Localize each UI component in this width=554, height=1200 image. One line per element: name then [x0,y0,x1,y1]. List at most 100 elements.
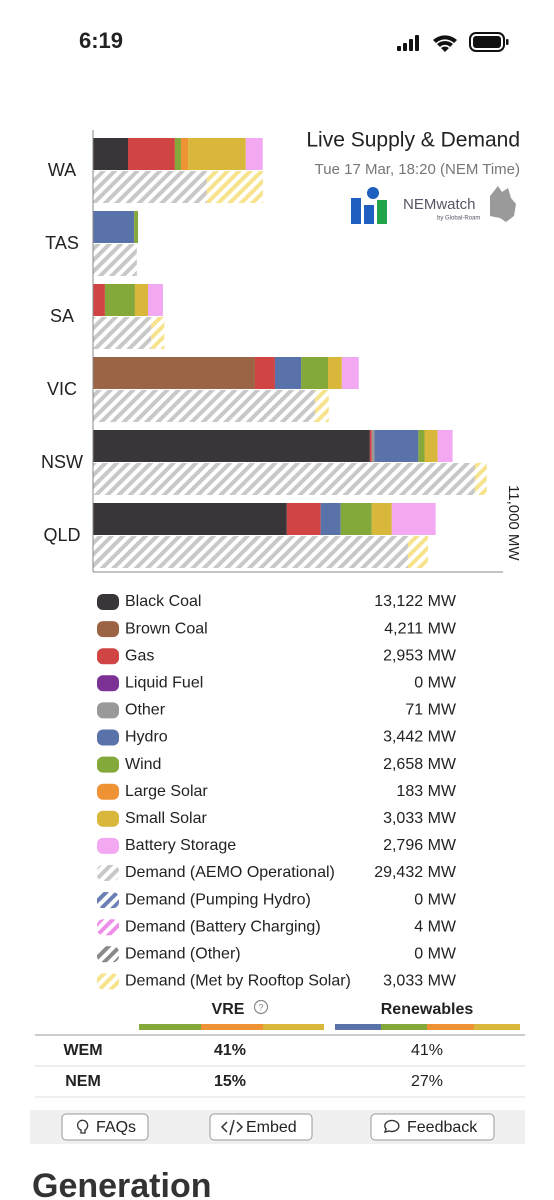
demand-segment [407,536,428,568]
legend-total: 2,953 MW [383,647,457,664]
clock: 6:19 [79,28,123,53]
legend-total: 4,211 MW [384,620,457,637]
legend-name: Demand (Met by Rooftop Solar) [125,973,351,990]
chart-subtitle: Tue 17 Mar, 18:20 (NEM Time) [315,161,520,178]
legend-swatch [97,865,119,881]
cell: 41% [411,1042,443,1059]
demand-segment [206,171,263,203]
legend-total: 13,122 MW [374,593,457,610]
legend-name: Wind [125,756,161,773]
logo-name: NEMwatch [403,196,476,213]
demand-segment [93,244,137,276]
supply-segment [134,284,148,316]
legend-total: 3,033 MW [383,810,457,827]
supply-segment [369,430,372,462]
cell: 27% [411,1073,443,1090]
demand-segment [93,390,315,422]
faqs-button[interactable]: FAQs [61,1113,149,1141]
demand-segment [93,463,475,495]
supply-segment [418,430,425,462]
supply-segment [371,503,392,535]
legend-total: 2,658 MW [383,756,457,773]
legend-swatch [97,702,119,719]
legend-total: 4 MW [414,918,457,935]
legend-swatch [97,675,119,692]
legend-name: Small Solar [125,810,207,827]
demand-segment [93,171,207,203]
table-header: VRE [212,1001,245,1018]
supply-segment [181,138,189,170]
legend-total: 3,442 MW [383,729,457,746]
legend-swatch [97,594,119,610]
legend-name: Liquid Fuel [125,675,203,692]
legend-total: 183 MW [396,783,456,800]
legend-name: Gas [125,647,154,664]
vre-colour-bar [139,1024,520,1030]
supply-segment [341,357,359,389]
demand-segment [474,463,487,495]
help-icon[interactable]: ? [253,999,269,1015]
supply-segment [147,284,163,316]
legend-name: Demand (AEMO Operational) [125,864,335,881]
table-header: Renewables [381,1001,474,1018]
legend-swatch [97,973,119,990]
supply-segment [93,284,105,316]
legend-swatch [97,783,119,800]
supply-segment [254,357,275,389]
demand-segment [93,536,408,568]
legend-swatch [97,729,119,746]
legend-name: Demand (Battery Charging) [125,918,321,935]
region-label: WA [48,160,76,180]
region-label: VIC [47,379,77,399]
demand-segment [151,317,165,349]
supply-segment [93,138,128,170]
region-label: SA [50,306,74,326]
supply-segment [188,138,246,170]
button-label: Embed [246,1119,297,1136]
feedback-button[interactable]: Feedback [370,1113,495,1141]
supply-segment [104,284,135,316]
supply-segment [93,211,135,243]
cell: 15% [214,1073,246,1090]
demand-segment [93,317,152,349]
legend-total: 71 MW [405,702,457,719]
supply-segment [424,430,438,462]
supply-segment [320,503,341,535]
logo: NEMwatch by Global-Roam [351,186,516,224]
section-heading: Generation [32,1167,211,1200]
legend-name: Other [125,702,166,719]
legend-swatch [97,946,119,963]
legend-total: 0 MW [414,675,457,692]
supply-segment [134,211,138,243]
tick-label: 11,000 MW [505,485,522,561]
cell: 41% [214,1042,246,1059]
legend-total: 3,033 MW [383,973,457,990]
legend-swatch [97,810,119,827]
supply-segment [391,503,436,535]
embed-button[interactable]: Embed [209,1113,313,1141]
supply-segment [371,430,375,462]
legend-name: Black Coal [125,593,201,610]
legend-total: 2,796 MW [383,837,457,854]
legend-total: 29,432 MW [374,864,457,881]
supply-segment [93,357,255,389]
supply-segment [274,357,302,389]
supply-segment [374,430,419,462]
supply-segment [437,430,453,462]
button-label: FAQs [96,1119,136,1136]
legend-swatch [97,621,119,638]
chart: WA TAS SA VIC NSW QLD 11,000 MW [41,130,522,573]
legend-total: 0 MW [414,891,457,908]
svg-text:?: ? [258,1002,263,1012]
logo-byline: by Global-Roam [437,216,480,222]
status-icons [397,32,509,52]
legend-swatch [97,756,119,773]
legend-swatch [97,648,119,665]
supply-segment [327,357,342,389]
supply-segment [174,138,182,170]
legend-swatch [97,919,119,936]
supply-segment [301,357,328,389]
legend-swatch [97,837,119,854]
row-label: WEM [63,1042,102,1059]
